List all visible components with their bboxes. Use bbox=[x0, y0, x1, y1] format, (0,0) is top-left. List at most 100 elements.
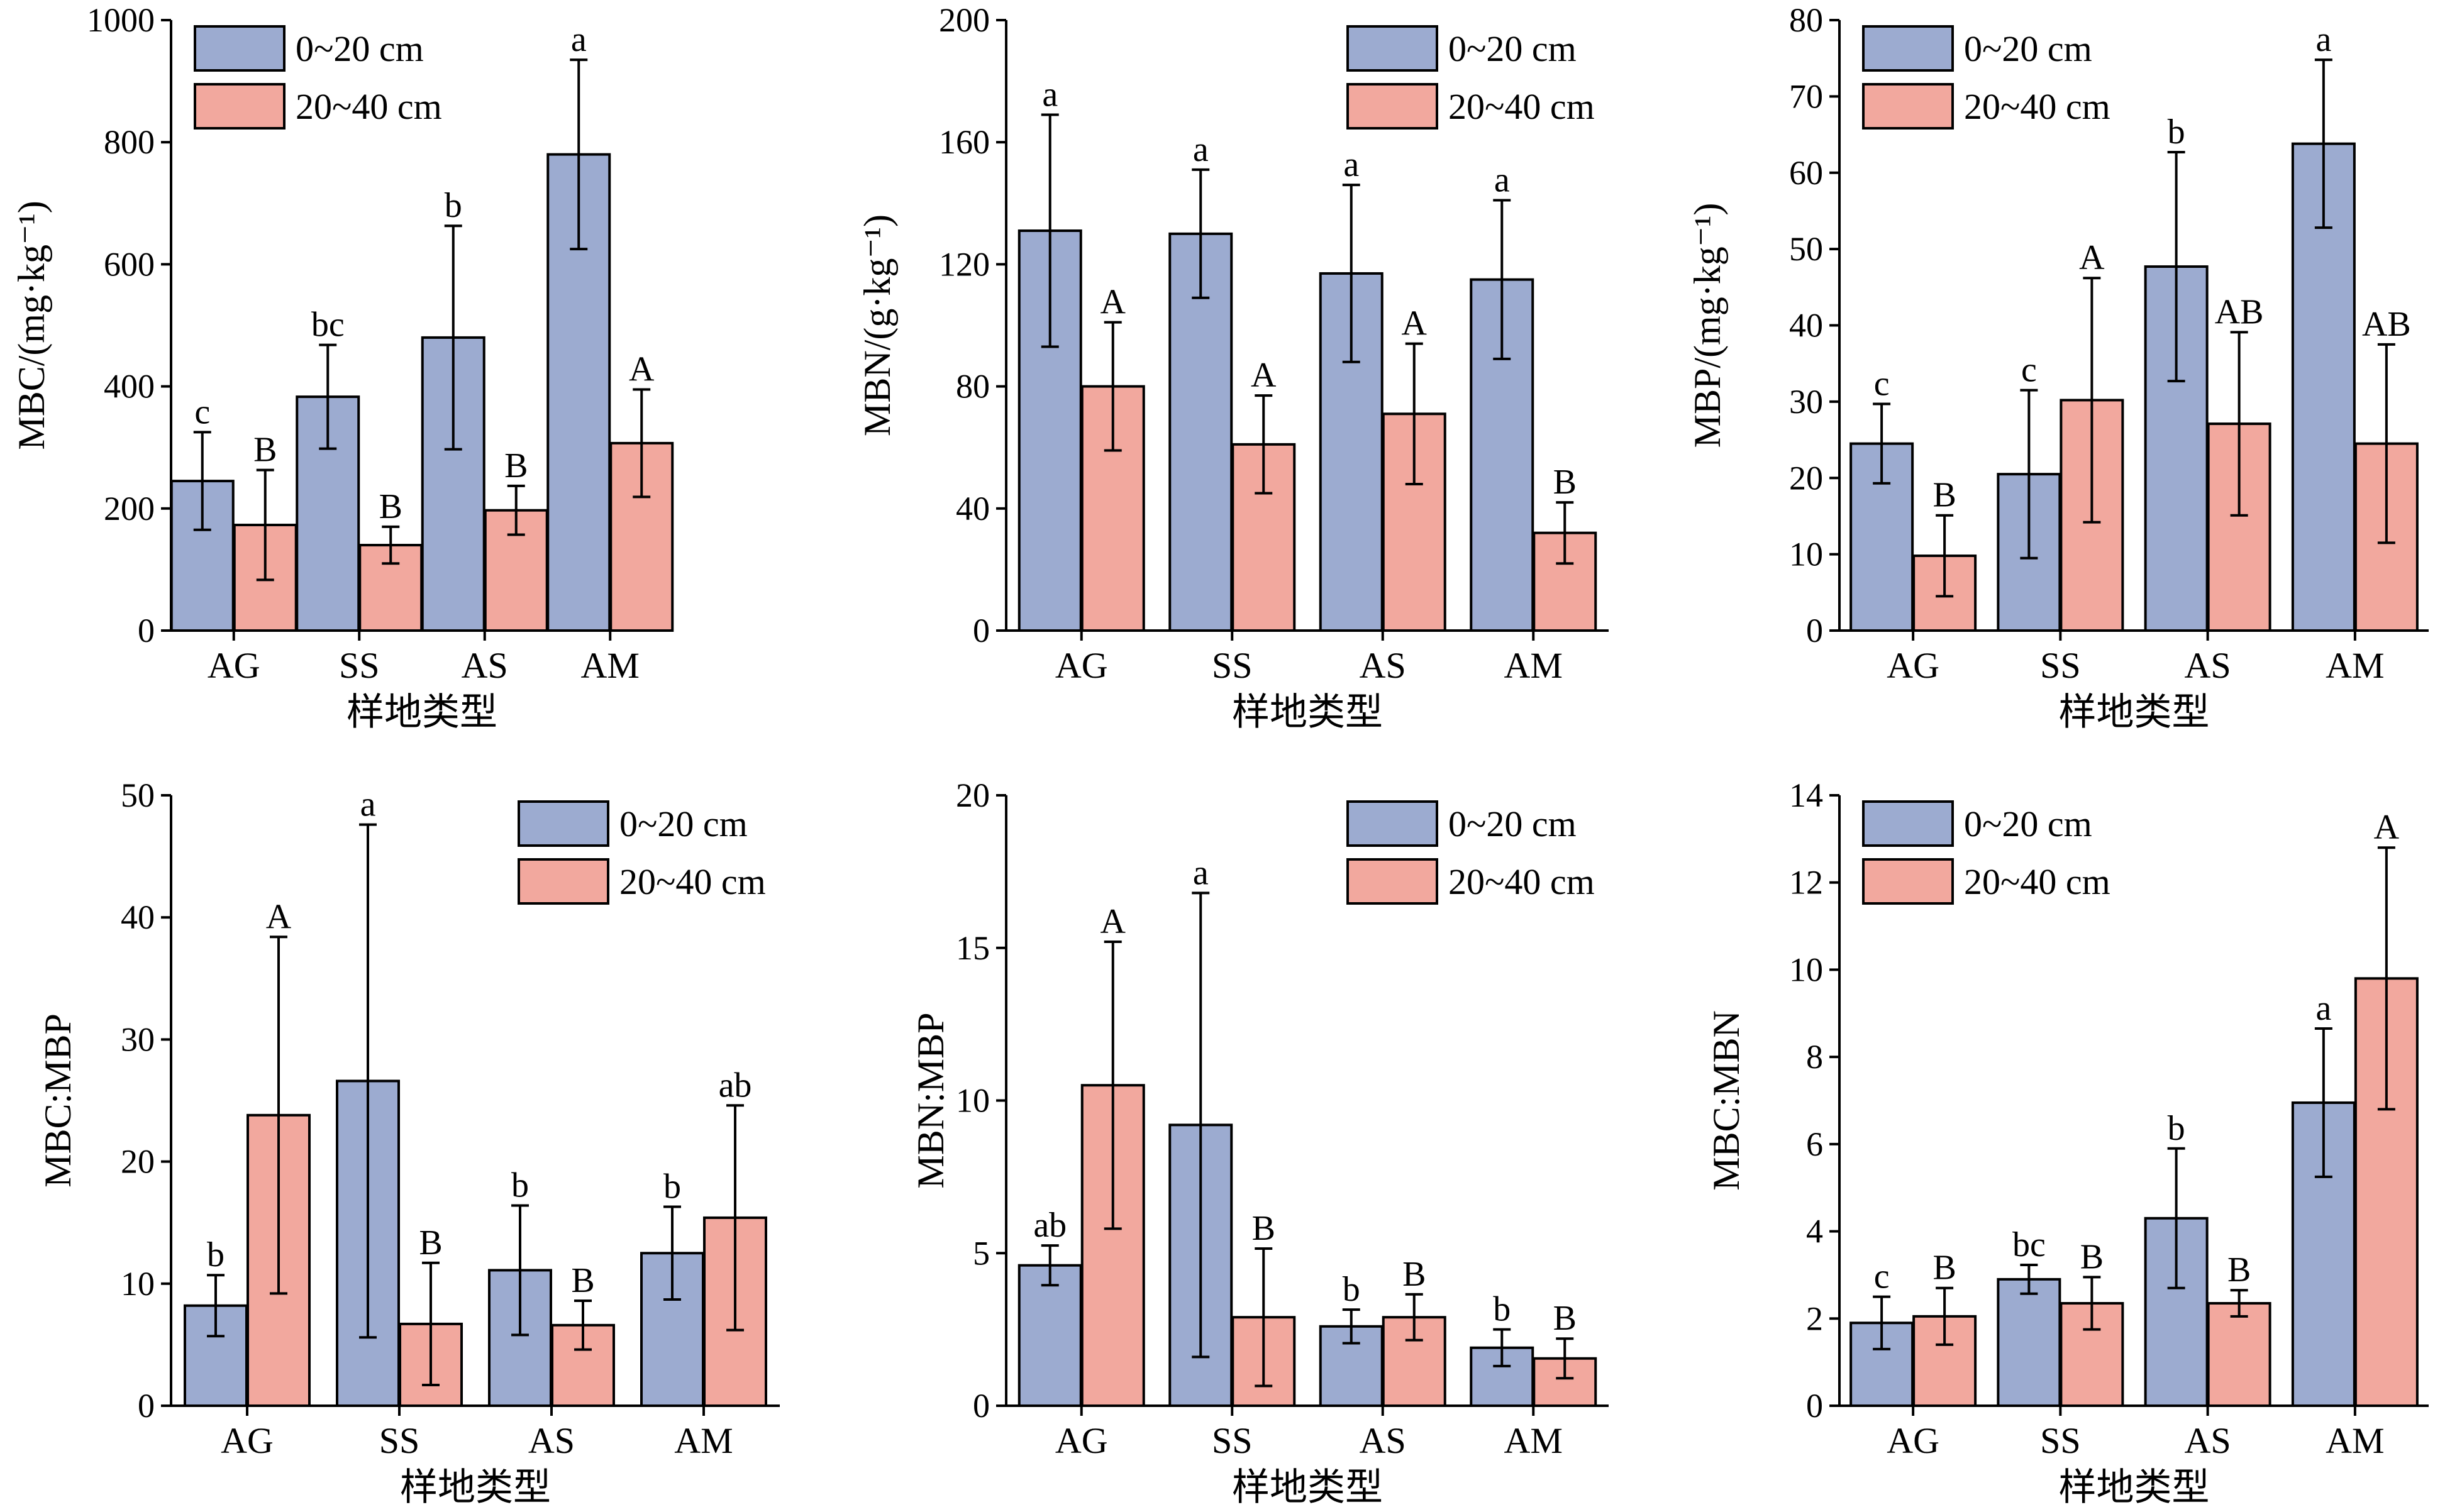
y-tick-label: 600 bbox=[104, 245, 155, 283]
legend-swatch bbox=[1346, 800, 1438, 847]
y-tick-label: 120 bbox=[939, 245, 990, 283]
legend-label: 20~40 cm bbox=[619, 861, 766, 902]
significance-letter: A bbox=[1402, 304, 1428, 343]
y-tick-label: 0 bbox=[138, 612, 155, 649]
x-tick-label: SS bbox=[2040, 645, 2081, 686]
significance-letter: B bbox=[1932, 1249, 1956, 1288]
significance-letter: B bbox=[1402, 1255, 1426, 1294]
x-axis-title: 样地类型 bbox=[2059, 1467, 2210, 1508]
y-tick-label: 5 bbox=[973, 1234, 990, 1272]
x-axis-title: 样地类型 bbox=[347, 692, 497, 733]
significance-letter: B bbox=[2227, 1250, 2251, 1289]
bar-020cm-SS bbox=[1997, 1277, 2061, 1407]
significance-letter: B bbox=[1932, 476, 1956, 515]
y-tick-label: 40 bbox=[1789, 307, 1823, 345]
legend-swatch bbox=[1862, 858, 1954, 905]
y-tick-label: 400 bbox=[104, 368, 155, 406]
x-axis-title: 样地类型 bbox=[1232, 692, 1383, 733]
x-tick-label: AM bbox=[1504, 1420, 1563, 1461]
y-tick-label: 8 bbox=[1806, 1038, 1823, 1076]
y-tick-label: 0 bbox=[973, 612, 990, 649]
legend: 0~20 cm 20~40 cm bbox=[194, 25, 442, 130]
x-tick-label: SS bbox=[379, 1420, 420, 1461]
y-tick-label: 14 bbox=[1789, 776, 1823, 814]
significance-letter: B bbox=[419, 1223, 442, 1262]
legend: 0~20 cm 20~40 cm bbox=[1346, 800, 1595, 905]
y-tick-label: 10 bbox=[1789, 951, 1823, 988]
significance-letter: a bbox=[1193, 130, 1209, 169]
significance-letter: c bbox=[1874, 1257, 1890, 1296]
bar-020cm-SS bbox=[1168, 232, 1233, 632]
x-tick-label: SS bbox=[1212, 1420, 1253, 1461]
legend-label: 0~20 cm bbox=[1964, 28, 2092, 69]
significance-letter: ab bbox=[1033, 1206, 1067, 1245]
legend: 0~20 cm 20~40 cm bbox=[518, 800, 766, 905]
significance-letter: ab bbox=[719, 1066, 752, 1105]
legend-swatch bbox=[194, 25, 286, 72]
x-tick-label: AS bbox=[1360, 1420, 1406, 1461]
x-tick-label: AG bbox=[1887, 1420, 1939, 1461]
y-tick-label: 70 bbox=[1789, 77, 1823, 115]
x-axis-title: 样地类型 bbox=[400, 1467, 551, 1508]
y-tick-label: 4 bbox=[1806, 1213, 1823, 1250]
significance-letter: a bbox=[571, 20, 587, 59]
legend-label: 20~40 cm bbox=[1964, 861, 2110, 902]
significance-letter: b bbox=[2168, 113, 2185, 152]
significance-letter: c bbox=[2021, 351, 2037, 390]
significance-letter: A bbox=[629, 350, 655, 389]
legend-label: 0~20 cm bbox=[296, 28, 424, 69]
y-tick-label: 40 bbox=[121, 898, 155, 936]
significance-letter: B bbox=[379, 487, 402, 526]
legend-swatch bbox=[518, 858, 609, 905]
x-axis-title: 样地类型 bbox=[1232, 1467, 1383, 1508]
legend-swatch bbox=[1862, 800, 1954, 847]
significance-letter: b bbox=[207, 1235, 225, 1274]
x-tick-label: AM bbox=[674, 1420, 733, 1461]
significance-letter: a bbox=[1193, 853, 1209, 892]
significance-letter: A bbox=[1101, 283, 1126, 322]
significance-letter: b bbox=[445, 186, 462, 225]
significance-letter: A bbox=[1101, 902, 1126, 941]
y-tick-label: 0 bbox=[1806, 1387, 1823, 1425]
y-tick-label: 10 bbox=[1789, 536, 1823, 573]
legend-swatch bbox=[1346, 83, 1438, 130]
y-tick-label: 0 bbox=[1806, 612, 1823, 649]
significance-letter: a bbox=[1042, 75, 1058, 114]
y-tick-label: 20 bbox=[1789, 459, 1823, 497]
chart-panel-3: c c b a B A AB AB 0 10 20 30 40 50 60 70 80 AG SS AS AM 样地类型 M… bbox=[1687, 1, 2429, 733]
significance-letter: A bbox=[2079, 238, 2105, 277]
y-tick-label: 200 bbox=[104, 490, 155, 527]
y-tick-label: 1000 bbox=[87, 1, 155, 39]
chart-panel-1: c bc b a B B B A 0 200 400 600 800 1000 AG SS AS AM 样地类型 MB… bbox=[11, 1, 674, 733]
significance-letter: B bbox=[1553, 1299, 1577, 1338]
significance-letter: AB bbox=[2362, 305, 2411, 344]
bar-020cm-AM bbox=[1470, 278, 1534, 632]
x-tick-label: AS bbox=[528, 1420, 575, 1461]
y-tick-label: 50 bbox=[121, 776, 155, 814]
y-tick-label: 160 bbox=[939, 123, 990, 161]
significance-letter: b bbox=[511, 1166, 529, 1205]
x-tick-label: AG bbox=[1055, 645, 1108, 686]
legend-label: 20~40 cm bbox=[296, 86, 442, 127]
significance-letter: a bbox=[1494, 160, 1510, 199]
legend-label: 20~40 cm bbox=[1448, 861, 1595, 902]
significance-letter: B bbox=[504, 446, 528, 485]
legend: 0~20 cm 20~40 cm bbox=[1862, 800, 2110, 905]
legend: 0~20 cm 20~40 cm bbox=[1862, 25, 2110, 130]
significance-letter: a bbox=[1343, 145, 1359, 184]
chart-panel-2: a a a a A A A B 0 40 80 120 160 200 AG SS AS AM 样地类型 MBN/(g… bbox=[857, 1, 1609, 733]
significance-letter: A bbox=[1251, 356, 1277, 395]
y-tick-label: 20 bbox=[956, 776, 990, 814]
x-tick-label: SS bbox=[2040, 1420, 2081, 1461]
x-tick-label: AG bbox=[208, 645, 260, 686]
y-axis-title: MBN/(g·kg⁻¹) bbox=[857, 214, 898, 436]
significance-letter: a bbox=[360, 785, 376, 824]
significance-letter: B bbox=[253, 431, 277, 470]
legend-swatch bbox=[194, 83, 286, 130]
x-tick-label: AS bbox=[2185, 645, 2231, 686]
y-tick-label: 800 bbox=[104, 123, 155, 161]
legend-label: 0~20 cm bbox=[1448, 28, 1577, 69]
significance-letter: B bbox=[1553, 463, 1577, 502]
